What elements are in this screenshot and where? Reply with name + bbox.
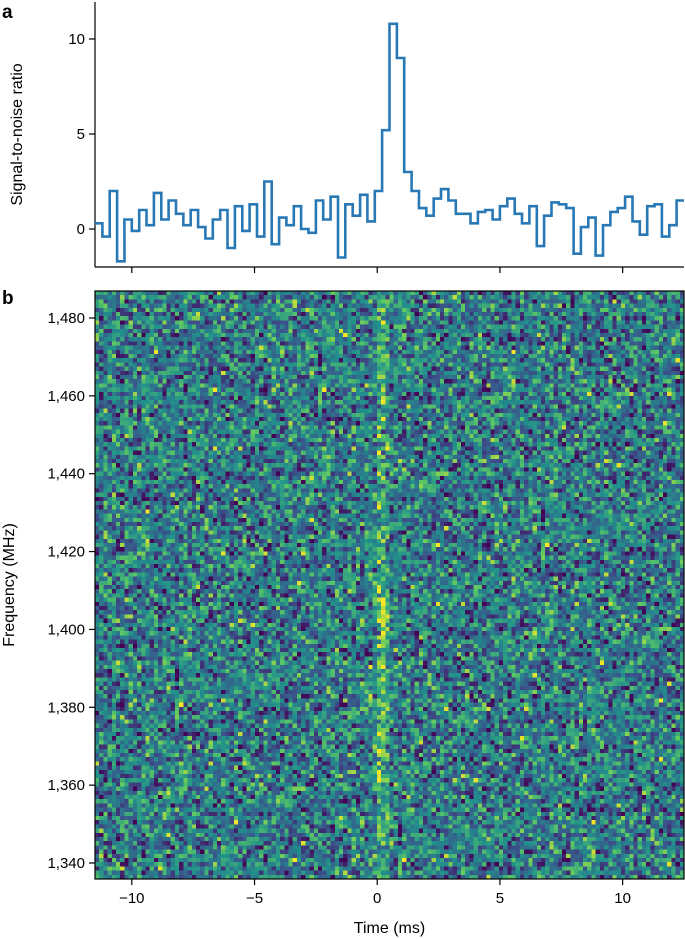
panel-b-label: b <box>2 288 14 309</box>
panel-b-frame <box>94 290 685 880</box>
panel-b-y-tick-label: 1,340 <box>47 855 85 872</box>
panel-b-y-tick-label: 1,400 <box>47 621 85 638</box>
panel-b-x-tick-label: 10 <box>614 890 631 907</box>
panel-b-y-tick-label: 1,380 <box>47 699 85 716</box>
panel-a-snr-plot: a 0 5 10 Signal-to-noise ratio <box>2 2 684 273</box>
panel-a-y-tick-label: 0 <box>77 221 85 238</box>
panel-b-x-tick-label: 0 <box>373 890 381 907</box>
panel-a-y-tick-label: 10 <box>68 31 85 48</box>
panel-b-y-tick-label: 1,420 <box>47 544 85 561</box>
panel-b-y-axis-label: Frequency (MHz) <box>1 523 18 647</box>
panel-b-y-tick-label: 1,360 <box>47 777 85 794</box>
panel-a-y-tick-label: 5 <box>77 126 85 143</box>
panel-b-dynamic-spectrum: b 1,340 1,360 1,380 1,400 1,420 1,440 1,460 1,48… <box>1 288 685 937</box>
panel-a-y-axis-label: Signal-to-noise ratio <box>9 63 26 205</box>
snr-step-line <box>95 22 684 263</box>
panel-b-x-axis-label: Time (ms) <box>354 920 425 937</box>
panel-b-x-tick-label: −10 <box>119 890 144 907</box>
panel-b-y-tick-label: 1,460 <box>47 388 85 405</box>
panel-a-label: a <box>2 2 13 23</box>
panel-b-x-tick-label: 5 <box>496 890 504 907</box>
panel-b-x-tick-label: −5 <box>246 890 263 907</box>
spectrum-heatmap <box>95 291 684 879</box>
panel-b-y-tick-label: 1,440 <box>47 466 85 483</box>
panel-b-y-tick-label: 1,480 <box>47 310 85 327</box>
